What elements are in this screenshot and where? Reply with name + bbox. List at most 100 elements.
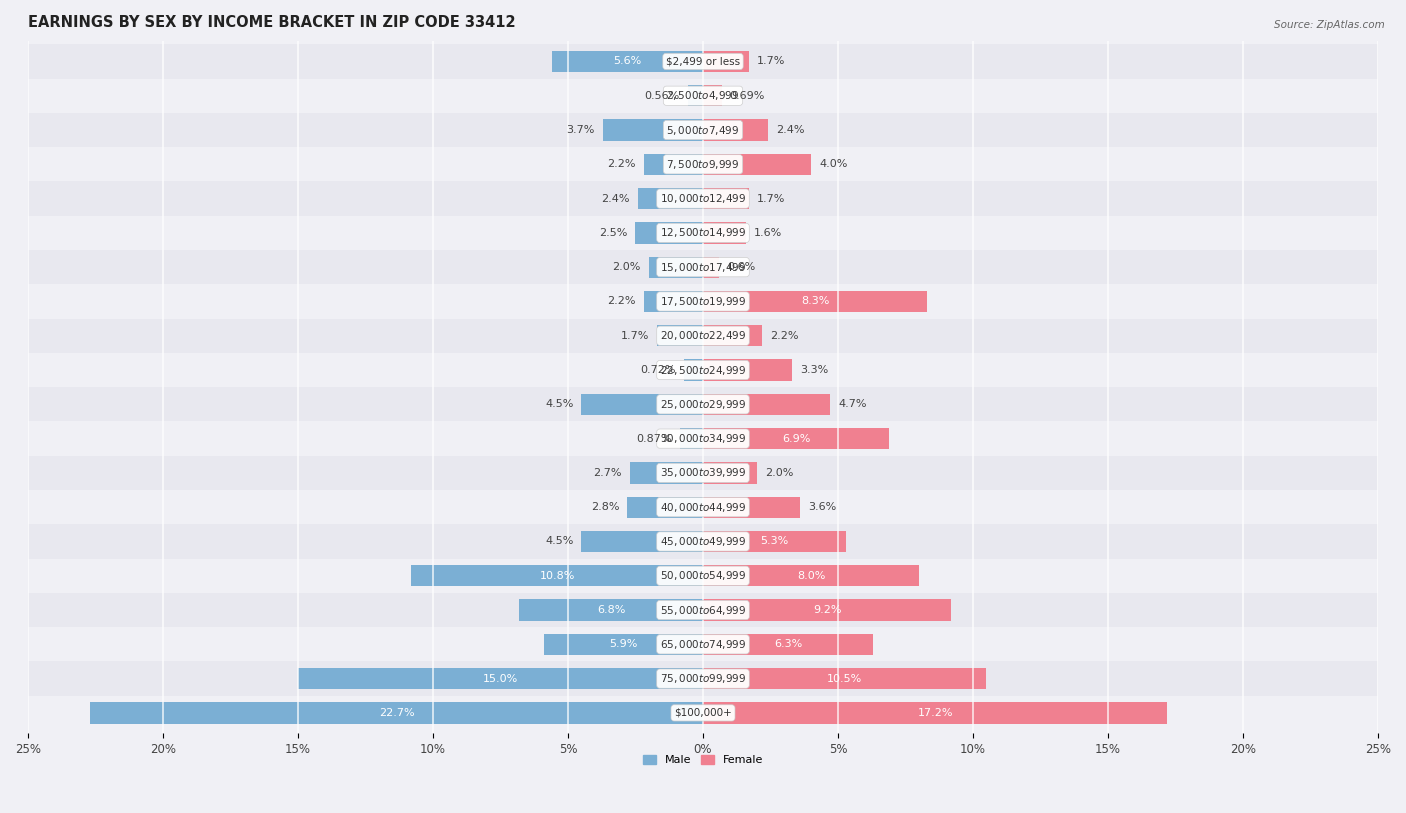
Bar (703, 565, 920, 586)
Bar (28, 627, 1378, 662)
Bar (703, 668, 987, 689)
Text: 17.2%: 17.2% (918, 708, 953, 718)
Text: 0.69%: 0.69% (730, 91, 765, 101)
Text: 4.5%: 4.5% (546, 537, 574, 546)
Text: $25,000 to $29,999: $25,000 to $29,999 (659, 398, 747, 411)
Text: 1.7%: 1.7% (756, 193, 786, 203)
Bar (412, 565, 703, 586)
Text: $5,000 to $7,499: $5,000 to $7,499 (666, 124, 740, 137)
Text: $50,000 to $54,999: $50,000 to $54,999 (659, 569, 747, 582)
Bar (703, 188, 749, 209)
Text: 6.8%: 6.8% (598, 605, 626, 615)
Text: 15.0%: 15.0% (482, 674, 519, 684)
Bar (28, 319, 1378, 353)
Text: 2.7%: 2.7% (593, 468, 621, 478)
Text: 0.72%: 0.72% (640, 365, 675, 375)
Text: 4.5%: 4.5% (546, 399, 574, 409)
Bar (703, 463, 756, 484)
Text: 2.2%: 2.2% (607, 159, 636, 169)
Text: $17,500 to $19,999: $17,500 to $19,999 (659, 295, 747, 308)
Text: Source: ZipAtlas.com: Source: ZipAtlas.com (1274, 20, 1385, 30)
Bar (28, 559, 1378, 593)
Text: 2.2%: 2.2% (607, 297, 636, 307)
Text: 4.7%: 4.7% (838, 399, 866, 409)
Text: $100,000+: $100,000+ (673, 708, 733, 718)
Bar (638, 188, 703, 209)
Bar (703, 702, 1167, 724)
Text: 5.9%: 5.9% (609, 639, 637, 650)
Text: 22.7%: 22.7% (378, 708, 415, 718)
Text: $22,500 to $24,999: $22,500 to $24,999 (659, 363, 747, 376)
Bar (627, 497, 703, 518)
Text: 2.2%: 2.2% (770, 331, 799, 341)
Text: 10.8%: 10.8% (540, 571, 575, 580)
Bar (703, 325, 762, 346)
Text: $20,000 to $22,499: $20,000 to $22,499 (659, 329, 747, 342)
Text: 2.0%: 2.0% (765, 468, 793, 478)
Bar (703, 359, 792, 380)
Text: 1.7%: 1.7% (756, 56, 786, 67)
Text: 1.7%: 1.7% (620, 331, 650, 341)
Text: $35,000 to $39,999: $35,000 to $39,999 (659, 467, 747, 480)
Bar (703, 257, 720, 278)
Bar (28, 353, 1378, 387)
Text: $10,000 to $12,499: $10,000 to $12,499 (659, 192, 747, 205)
Bar (28, 456, 1378, 490)
Bar (582, 393, 703, 415)
Bar (703, 599, 952, 620)
Bar (28, 79, 1378, 113)
Text: $15,000 to $17,499: $15,000 to $17,499 (659, 261, 747, 274)
Bar (636, 222, 703, 244)
Bar (703, 393, 830, 415)
Bar (703, 428, 890, 450)
Bar (544, 633, 703, 655)
Text: $2,500 to $4,999: $2,500 to $4,999 (666, 89, 740, 102)
Bar (551, 51, 703, 72)
Bar (650, 257, 703, 278)
Text: 4.0%: 4.0% (820, 159, 848, 169)
Bar (28, 662, 1378, 696)
Bar (703, 51, 749, 72)
Text: 2.0%: 2.0% (613, 262, 641, 272)
Text: $40,000 to $44,999: $40,000 to $44,999 (659, 501, 747, 514)
Bar (28, 421, 1378, 456)
Text: 1.6%: 1.6% (754, 228, 783, 238)
Text: 6.9%: 6.9% (782, 433, 810, 444)
Text: 2.5%: 2.5% (599, 228, 627, 238)
Bar (657, 325, 703, 346)
Bar (28, 113, 1378, 147)
Bar (519, 599, 703, 620)
Text: EARNINGS BY SEX BY INCOME BRACKET IN ZIP CODE 33412: EARNINGS BY SEX BY INCOME BRACKET IN ZIP… (28, 15, 516, 30)
Bar (28, 696, 1378, 730)
Text: 8.3%: 8.3% (801, 297, 830, 307)
Bar (703, 291, 927, 312)
Text: $45,000 to $49,999: $45,000 to $49,999 (659, 535, 747, 548)
Bar (28, 593, 1378, 627)
Text: $75,000 to $99,999: $75,000 to $99,999 (659, 672, 747, 685)
Bar (28, 215, 1378, 250)
Text: 3.6%: 3.6% (808, 502, 837, 512)
Bar (703, 633, 873, 655)
Bar (644, 154, 703, 175)
Text: $12,500 to $14,999: $12,500 to $14,999 (659, 226, 747, 239)
Bar (28, 524, 1378, 559)
Bar (683, 359, 703, 380)
Text: $55,000 to $64,999: $55,000 to $64,999 (659, 603, 747, 616)
Bar (703, 85, 721, 107)
Text: $2,499 or less: $2,499 or less (666, 56, 740, 67)
Text: $65,000 to $74,999: $65,000 to $74,999 (659, 638, 747, 651)
Text: 0.6%: 0.6% (727, 262, 755, 272)
Text: $7,500 to $9,999: $7,500 to $9,999 (666, 158, 740, 171)
Bar (603, 120, 703, 141)
Bar (28, 181, 1378, 215)
Text: 10.5%: 10.5% (827, 674, 862, 684)
Bar (28, 45, 1378, 79)
Legend: Male, Female: Male, Female (638, 750, 768, 769)
Bar (703, 497, 800, 518)
Bar (28, 490, 1378, 524)
Text: 5.6%: 5.6% (613, 56, 641, 67)
Bar (688, 85, 703, 107)
Bar (90, 702, 703, 724)
Text: 9.2%: 9.2% (813, 605, 841, 615)
Bar (703, 120, 768, 141)
